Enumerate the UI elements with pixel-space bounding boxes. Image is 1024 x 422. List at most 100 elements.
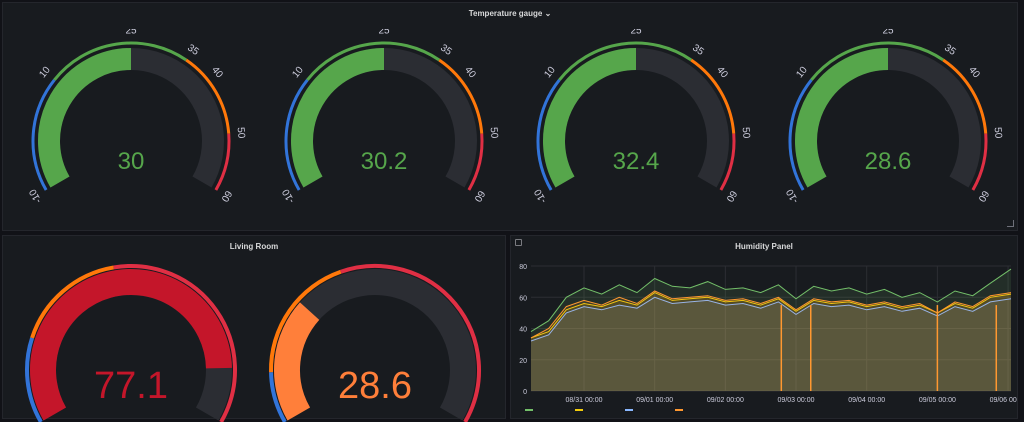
gauge-value: 30.2 [361,148,408,175]
threshold-band-3 [971,133,988,191]
threshold-band-1 [30,265,114,339]
panel-title-humidity[interactable]: Humidity Panel [735,242,793,251]
gauge-fill [795,48,889,188]
threshold-band-2 [438,58,484,134]
threshold-band-3 [467,133,484,191]
living-room-gauge-2: 28.6 [269,264,481,422]
threshold-band-2 [113,264,237,422]
x-tick-label: 09/06 00:00 [990,397,1017,404]
series-area [531,297,1011,391]
threshold-band-0 [788,78,813,191]
panel-title-living-room[interactable]: Living Room [229,242,279,251]
scale-label: 35 [438,43,454,59]
scale-label: 50 [740,127,752,139]
threshold-band-1 [306,41,441,81]
threshold-band-0 [25,337,43,422]
edit-icon[interactable] [515,239,522,246]
y-tick-label: 80 [519,264,527,271]
threshold-band-1 [269,269,342,373]
scale-label: 40 [966,65,982,81]
scale-label: 40 [714,65,730,81]
series-line [530,292,1012,339]
series-area [531,291,1011,391]
panel-title-text: Temperature gauge [468,9,543,18]
gauge-fill [274,302,320,421]
x-tick-label: 08/31 00:00 [566,397,603,404]
threshold-band-1 [53,41,188,81]
threshold-band-1 [558,41,693,81]
x-tick-label: 09/01 00:00 [636,397,673,404]
resize-handle-icon[interactable] [1007,220,1014,227]
legend-swatch[interactable] [625,409,633,411]
scale-label: 35 [185,43,201,59]
legend-swatch[interactable] [575,409,583,411]
temperature-gauge-2: -10 10 25 35 40 50 60 30.2 [280,29,500,205]
threshold-band-2 [340,264,481,422]
scale-label: 40 [462,65,478,81]
gauge-fill [543,48,637,188]
temperature-gauge-1: -10 10 25 35 40 50 60 30 [27,29,247,205]
threshold-band-1 [810,41,945,81]
threshold-band-3 [214,133,231,191]
living-room-panel: Living Room 77.1 28.6 [2,235,506,422]
y-tick-label: 0 [523,389,527,396]
gauge-fill [38,48,132,188]
scale-label: 25 [630,29,642,37]
scale-label: 10 [794,64,810,80]
legend-swatch[interactable] [675,409,683,411]
x-tick-label: 09/02 00:00 [707,397,744,404]
y-tick-label: 40 [519,327,527,334]
threshold-band-0 [536,78,561,191]
scale-label: 35 [942,43,958,59]
scale-label: 50 [992,127,1004,139]
x-tick-label: 09/05 00:00 [919,397,956,404]
humidity-chart[interactable]: 0 20 40 60 80 08/31 00:00 09/01 00:00 09/02 00:… [511,236,1017,418]
scale-label: -10 [27,187,44,205]
scale-label: 60 [471,188,486,204]
scale-label: 50 [488,127,500,139]
x-tick-label: 09/04 00:00 [848,397,885,404]
gauge-value: 28.6 [865,148,912,175]
chevron-down-icon[interactable]: ⌄ [544,9,552,18]
temperature-gauge-panel: Temperature gauge ⌄ -10 10 25 35 40 50 60 30 -1… [2,2,1018,231]
panel-title-temperature[interactable]: Temperature gauge ⌄ [3,9,1017,18]
threshold-band-2 [690,58,736,134]
scale-label: 50 [235,127,247,139]
gauge-value: 32.4 [613,148,660,175]
gauge-value: 77.1 [94,365,168,407]
gauge-value: 28.6 [338,365,412,407]
legend-swatch[interactable] [525,409,533,411]
threshold-band-2 [185,58,231,134]
gauge-fill [291,48,385,188]
series-line [530,290,1012,339]
series-area [531,292,1011,391]
gauge-value: 30 [118,148,145,175]
series-line [530,268,1012,333]
scale-label: 25 [125,29,137,37]
threshold-band-2 [942,58,988,134]
x-tick-label: 09/03 00:00 [778,397,815,404]
scale-label: -10 [532,187,549,205]
scale-label: 25 [378,29,390,37]
scale-label: 60 [723,188,738,204]
gauge-fill [30,269,232,421]
scale-label: 25 [882,29,894,37]
humidity-panel: Humidity Panel 0 20 40 60 80 08/31 00:00 09/01… [510,235,1018,419]
scale-label: 40 [209,65,225,81]
scale-label: 10 [290,64,306,80]
threshold-band-3 [719,133,736,191]
scale-label: 60 [218,188,233,204]
temperature-gauge-4: -10 10 25 35 40 50 60 28.6 [784,29,1004,205]
y-tick-label: 60 [519,295,527,302]
living-room-gauge-1: 77.1 [25,264,237,422]
y-tick-label: 20 [519,358,527,365]
scale-label: 10 [37,64,53,80]
scale-label: -10 [784,187,801,205]
scale-label: 60 [975,188,990,204]
scale-label: 10 [542,64,558,80]
scale-label: -10 [280,187,297,205]
threshold-band-0 [31,78,56,191]
temperature-gauge-3: -10 10 25 35 40 50 60 32.4 [532,29,752,205]
scale-label: 35 [690,43,706,59]
threshold-band-0 [284,78,309,191]
